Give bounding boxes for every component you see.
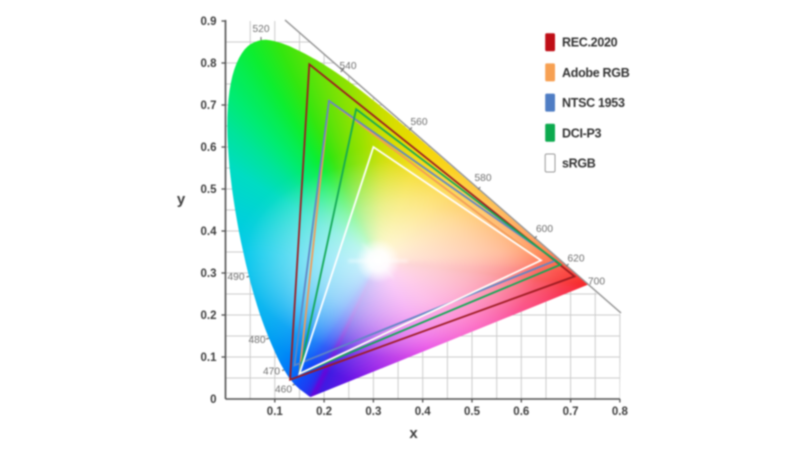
svg-text:DCI-P3: DCI-P3: [562, 126, 602, 140]
svg-text:560: 560: [411, 117, 428, 128]
svg-text:490: 490: [228, 272, 245, 283]
svg-text:0.1: 0.1: [201, 352, 218, 364]
svg-text:700: 700: [588, 277, 605, 288]
svg-text:470: 470: [263, 367, 280, 378]
svg-text:0.3: 0.3: [365, 406, 381, 418]
svg-text:x: x: [409, 425, 418, 442]
svg-text:0.2: 0.2: [201, 310, 217, 322]
svg-text:520: 520: [253, 24, 270, 35]
svg-text:NTSC 1953: NTSC 1953: [562, 96, 625, 110]
svg-text:sRGB: sRGB: [562, 157, 596, 171]
svg-text:REC.2020: REC.2020: [562, 36, 618, 50]
svg-text:0.2: 0.2: [316, 406, 332, 418]
svg-text:0.7: 0.7: [201, 100, 217, 112]
svg-text:0.6: 0.6: [513, 406, 529, 418]
svg-text:0.3: 0.3: [201, 268, 217, 280]
svg-text:620: 620: [568, 254, 585, 265]
svg-text:0.5: 0.5: [464, 406, 481, 418]
svg-text:0: 0: [210, 394, 216, 406]
svg-text:0.8: 0.8: [612, 406, 629, 418]
svg-text:0.4: 0.4: [201, 226, 218, 238]
svg-text:580: 580: [475, 173, 492, 184]
svg-text:600: 600: [536, 224, 553, 235]
svg-text:0.8: 0.8: [201, 58, 218, 70]
svg-text:0.1: 0.1: [267, 406, 284, 418]
svg-text:0.6: 0.6: [201, 142, 217, 154]
svg-text:0.4: 0.4: [415, 406, 432, 418]
svg-text:0.9: 0.9: [201, 16, 217, 28]
svg-text:0.5: 0.5: [201, 184, 218, 196]
svg-text:0.7: 0.7: [563, 406, 579, 418]
svg-text:y: y: [177, 191, 186, 208]
svg-text:480: 480: [249, 335, 266, 346]
svg-text:Adobe RGB: Adobe RGB: [562, 66, 630, 80]
svg-text:460: 460: [275, 385, 292, 396]
svg-text:540: 540: [340, 61, 357, 72]
